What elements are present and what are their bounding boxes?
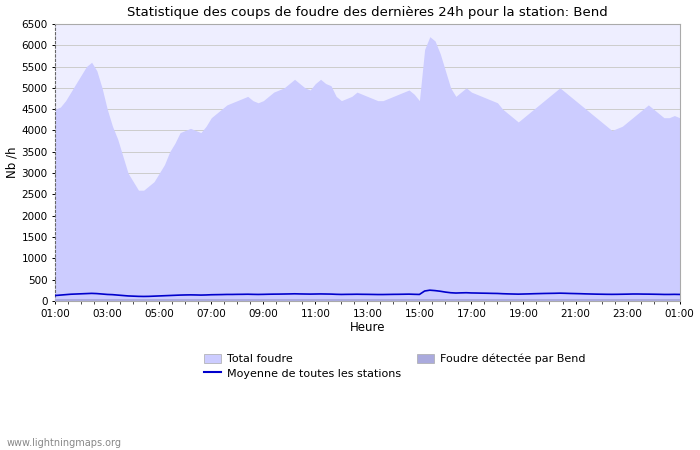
Y-axis label: Nb /h: Nb /h	[6, 147, 19, 178]
Text: www.lightningmaps.org: www.lightningmaps.org	[7, 438, 122, 448]
Legend: Total foudre, Moyenne de toutes les stations, Foudre détectée par Bend: Total foudre, Moyenne de toutes les stat…	[204, 354, 585, 378]
Title: Statistique des coups de foudre des dernières 24h pour la station: Bend: Statistique des coups de foudre des dern…	[127, 5, 608, 18]
X-axis label: Heure: Heure	[349, 321, 385, 334]
